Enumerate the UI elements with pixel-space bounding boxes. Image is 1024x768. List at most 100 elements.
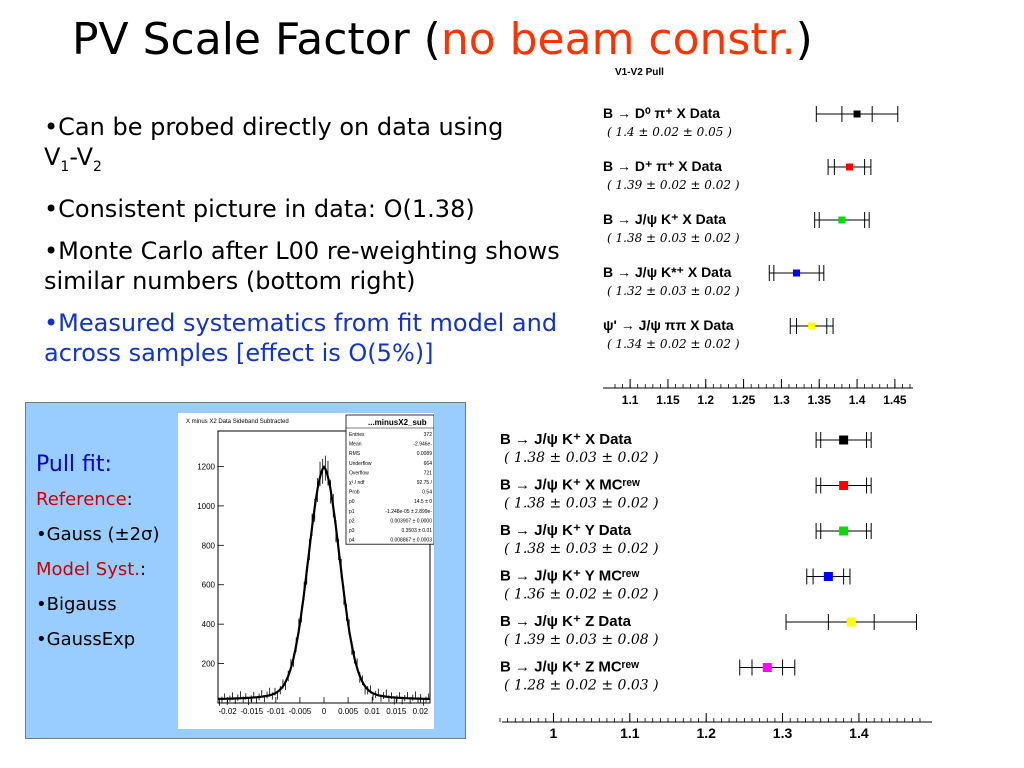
entry-value: ( 1.38 ± 0.03 ± 0.02 ) <box>607 231 740 245</box>
value-marker <box>762 663 772 672</box>
v1v2-pull-chart: V1-V2 Pull B → D⁰ π⁺ X Data ( 1.4 ± 0.02 … <box>603 67 913 407</box>
stats-value: 0.0089 <box>417 451 433 457</box>
bullet-list: •Can be probed directly on data using V1… <box>44 112 564 380</box>
stats-key: RMS <box>349 451 361 457</box>
stats-value: 664 <box>424 461 433 467</box>
entry-value: ( 1.36 ± 0.02 ± 0.02 ) <box>504 587 659 603</box>
stats-value: -2.946e- <box>413 442 432 448</box>
x-tick-label: -0.005 <box>289 707 312 716</box>
stats-key: Underflow <box>349 461 372 467</box>
stats-key: p2 <box>349 518 355 524</box>
entry-label: B → J/ψ K⁺ X Data <box>500 431 632 448</box>
tick-label: 1.1 <box>622 393 639 407</box>
tick-label: 1.3 <box>773 725 793 741</box>
value-marker <box>793 269 801 277</box>
stats-key: p1 <box>349 509 355 515</box>
stats-key: p0 <box>349 499 355 505</box>
entry-label: B → J/ψ K⁺ X MCʳᵉʷ <box>500 477 640 494</box>
stats-value: 721 <box>424 470 433 476</box>
stats-value: 92.75 / <box>417 480 433 486</box>
tick-label: 1.45 <box>883 393 907 407</box>
tick-label: 1.15 <box>656 393 680 407</box>
chart1-title: V1-V2 Pull <box>615 67 664 78</box>
value-marker <box>839 526 849 536</box>
slide-title: PV Scale Factor (no beam constr.) <box>72 14 813 65</box>
tick-label: 1.2 <box>697 393 714 407</box>
entry-label: B → J/ψ K⁺ Y Data <box>500 522 632 539</box>
x-tick-label: 0.015 <box>386 707 407 716</box>
entry-value: ( 1.32 ± 0.03 ± 0.02 ) <box>607 284 740 298</box>
entry-value: ( 1.39 ± 0.02 ± 0.02 ) <box>607 178 740 192</box>
mc-comparison-chart: B → J/ψ K⁺ X Data ( 1.38 ± 0.03 ± 0.02 ) B… <box>499 431 932 741</box>
entry-label: ψ' → J/ψ ππ X Data <box>603 317 734 333</box>
stats-title: ...minusX2_sub <box>368 418 427 427</box>
y-tick-label: 1200 <box>197 462 215 471</box>
tick-label: 1 <box>550 725 558 741</box>
reference-item: •Gauss (±2σ) <box>36 524 160 545</box>
pull-histogram: X minus X2 Data Sideband Subtracted -0.0… <box>178 413 434 729</box>
x-tick-label: 0 <box>322 707 327 716</box>
stats-value: 0.54 <box>422 490 432 496</box>
syst-item-1: •Bigauss <box>36 594 117 615</box>
stats-value: 0.008867 ± 0.0003 <box>390 538 432 544</box>
entry-value: ( 1.28 ± 0.02 ± 0.03 ) <box>504 678 659 694</box>
stats-value: 0.3503 ± 0.01 <box>401 528 432 534</box>
bullet-3: •Monte Carlo after L00 re-weighting show… <box>44 236 560 295</box>
entry-value: ( 1.4 ± 0.02 ± 0.05 ) <box>607 125 732 139</box>
tick-label: 1.4 <box>849 725 869 741</box>
title-highlight: no beam constr. <box>440 14 796 65</box>
value-marker <box>846 617 856 627</box>
tick-label: 1.3 <box>773 393 790 407</box>
entry-label: B → D⁺ π⁺ X Data <box>603 158 722 174</box>
value-marker <box>838 216 846 224</box>
stats-key: Prob <box>349 490 360 496</box>
pull-fit-heading: Pull fit: <box>36 452 112 477</box>
stats-key: Mean <box>349 442 362 448</box>
stats-value: 372 <box>424 432 433 438</box>
histogram-title: X minus X2 Data Sideband Subtracted <box>186 419 289 425</box>
y-tick-label: 200 <box>202 660 216 669</box>
x-tick-label: -0.01 <box>267 707 286 716</box>
bullet-1: •Can be probed directly on data using V1… <box>44 113 504 175</box>
stats-key: Entries <box>349 432 365 438</box>
y-tick-label: 400 <box>202 620 216 629</box>
syst-line: Model Syst.: <box>36 559 147 580</box>
stats-key: p3 <box>349 528 355 534</box>
entry-value: ( 1.39 ± 0.03 ± 0.08 ) <box>504 632 659 648</box>
tick-label: 1.1 <box>620 725 640 741</box>
entry-label: B → D⁰ π⁺ X Data <box>603 105 720 121</box>
value-marker <box>853 110 861 118</box>
value-marker <box>823 572 833 581</box>
entry-value: ( 1.34 ± 0.02 ± 0.02 ) <box>607 337 740 351</box>
bullet-2: •Consistent picture in data: O(1.38) <box>44 194 475 223</box>
tick-label: 1.35 <box>808 393 832 407</box>
bullet-4: •Measured systematics from fit model and… <box>44 308 558 367</box>
pull-fit-text: Pull fit: Reference: •Gauss (±2σ) Model … <box>36 452 159 664</box>
y-tick-label: 800 <box>202 541 216 550</box>
stats-key: Overflow <box>349 470 369 476</box>
entry-label: B → J/ψ K⁺ Z Data <box>500 613 632 630</box>
value-marker <box>845 163 853 171</box>
value-marker <box>839 435 849 445</box>
stats-value: -1.248e-05 ± 2.899e- <box>385 509 432 515</box>
entry-value: ( 1.38 ± 0.03 ± 0.02 ) <box>504 496 659 512</box>
value-marker <box>839 481 849 490</box>
entry-label: B → J/ψ K*⁺ X Data <box>603 264 732 280</box>
y-tick-label: 600 <box>202 581 216 590</box>
entry-label: B → J/ψ K⁺ Y MCʳᵉʷ <box>500 568 639 585</box>
value-marker <box>808 322 816 330</box>
tick-label: 1.4 <box>849 393 866 407</box>
syst-item-2: •GaussExp <box>36 629 136 650</box>
y-tick-label: 1000 <box>197 502 215 511</box>
x-tick-label: 0.005 <box>338 707 359 716</box>
x-tick-label: -0.02 <box>219 707 238 716</box>
x-tick-label: 0.01 <box>364 707 380 716</box>
x-tick-label: -0.015 <box>240 707 263 716</box>
stats-value: 0.003907 ± 0.0000 <box>390 518 432 524</box>
stats-value: 14.5 ± 0 <box>414 499 432 505</box>
stats-box <box>345 414 434 545</box>
reference-line: Reference: <box>36 489 133 510</box>
entry-label: B → J/ψ K⁺ X Data <box>603 211 726 227</box>
entry-value: ( 1.38 ± 0.03 ± 0.02 ) <box>504 450 659 466</box>
x-tick-label: 0.02 <box>413 707 429 716</box>
